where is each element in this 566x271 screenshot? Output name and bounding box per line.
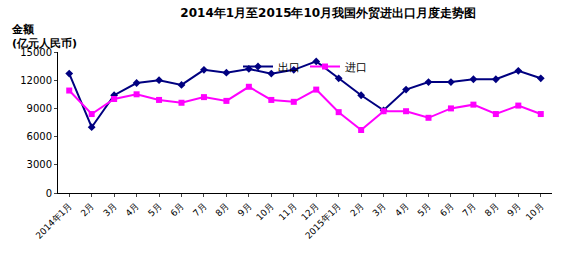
svg-text:出口: 出口 [278, 61, 300, 74]
svg-text:8月: 8月 [214, 201, 231, 218]
svg-text:6月: 6月 [438, 201, 455, 218]
svg-text:0: 0 [46, 188, 52, 199]
svg-text:3月: 3月 [371, 201, 388, 218]
svg-text:3月: 3月 [101, 201, 118, 218]
svg-text:15000: 15000 [20, 47, 52, 58]
svg-text:2月: 2月 [79, 201, 96, 218]
svg-text:9月: 9月 [236, 201, 253, 218]
svg-text:4月: 4月 [124, 201, 141, 218]
svg-text:9000: 9000 [27, 103, 52, 114]
svg-text:5月: 5月 [146, 201, 163, 218]
svg-text:9月: 9月 [505, 201, 522, 218]
svg-text:进口: 进口 [345, 61, 367, 74]
svg-text:3000: 3000 [27, 159, 52, 170]
svg-text:8月: 8月 [483, 201, 500, 218]
svg-text:2014年1月至2015年10月我国外贸进出口月度走势图: 2014年1月至2015年10月我国外贸进出口月度走势图 [180, 6, 476, 20]
svg-text:11月: 11月 [277, 201, 299, 223]
svg-text:2月: 2月 [348, 201, 365, 218]
svg-text:7月: 7月 [191, 201, 208, 218]
svg-text:12月: 12月 [299, 201, 321, 223]
svg-text:5月: 5月 [416, 201, 433, 218]
svg-text:10月: 10月 [254, 201, 276, 223]
svg-text:6月: 6月 [169, 201, 186, 218]
svg-text:4月: 4月 [393, 201, 410, 218]
svg-text:12000: 12000 [20, 75, 52, 86]
svg-text:6000: 6000 [27, 131, 52, 142]
svg-text:10月: 10月 [524, 201, 546, 223]
svg-text:2014年1月: 2014年1月 [34, 201, 74, 241]
svg-text:2015年1月: 2015年1月 [303, 201, 343, 241]
svg-text:金额(亿元人民币): 金额(亿元人民币) [11, 23, 77, 50]
svg-text:7月: 7月 [461, 201, 478, 218]
